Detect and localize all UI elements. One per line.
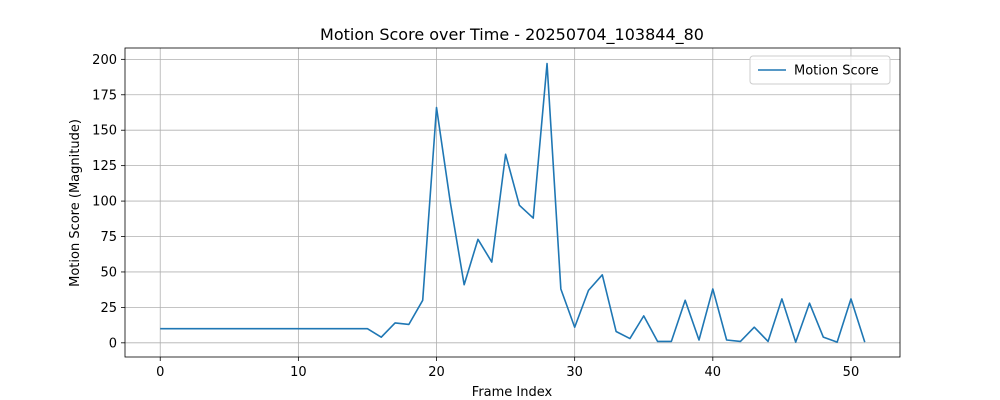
axes: 0 10 20 30 40 50 0 25 50 75 100 125 150 175 200 (92, 47, 901, 380)
x-tick-label: 0 (156, 365, 164, 380)
x-tick-label: 30 (566, 365, 583, 380)
x-tick-label: 40 (705, 365, 722, 380)
grid (125, 48, 900, 357)
x-axis-label: Frame Index (472, 385, 553, 400)
x-tick-label: 10 (290, 365, 307, 380)
x-tick-label: 50 (843, 365, 860, 380)
y-tick-label: 50 (100, 265, 117, 280)
y-tick-label: 200 (92, 53, 117, 68)
legend: Motion Score (749, 55, 891, 85)
legend-box (749, 55, 891, 85)
plot-frame (124, 47, 901, 358)
series-line-motion-score (160, 62, 866, 343)
y-tick-label: 0 (109, 336, 117, 351)
y-tick-label: 125 (92, 159, 117, 174)
chart-title: Motion Score over Time - 20250704_103844… (320, 25, 704, 45)
y-tick-label: 25 (100, 301, 117, 316)
legend-label: Motion Score (794, 64, 879, 79)
y-tick-label: 175 (92, 88, 117, 103)
y-tick-label: 100 (92, 195, 117, 210)
series-layer (160, 62, 866, 343)
y-tick-label: 150 (92, 124, 117, 139)
y-tick-label: 75 (100, 230, 117, 245)
x-tick-label: 20 (428, 365, 445, 380)
y-axis-label: Motion Score (Magnitude) (68, 119, 83, 287)
